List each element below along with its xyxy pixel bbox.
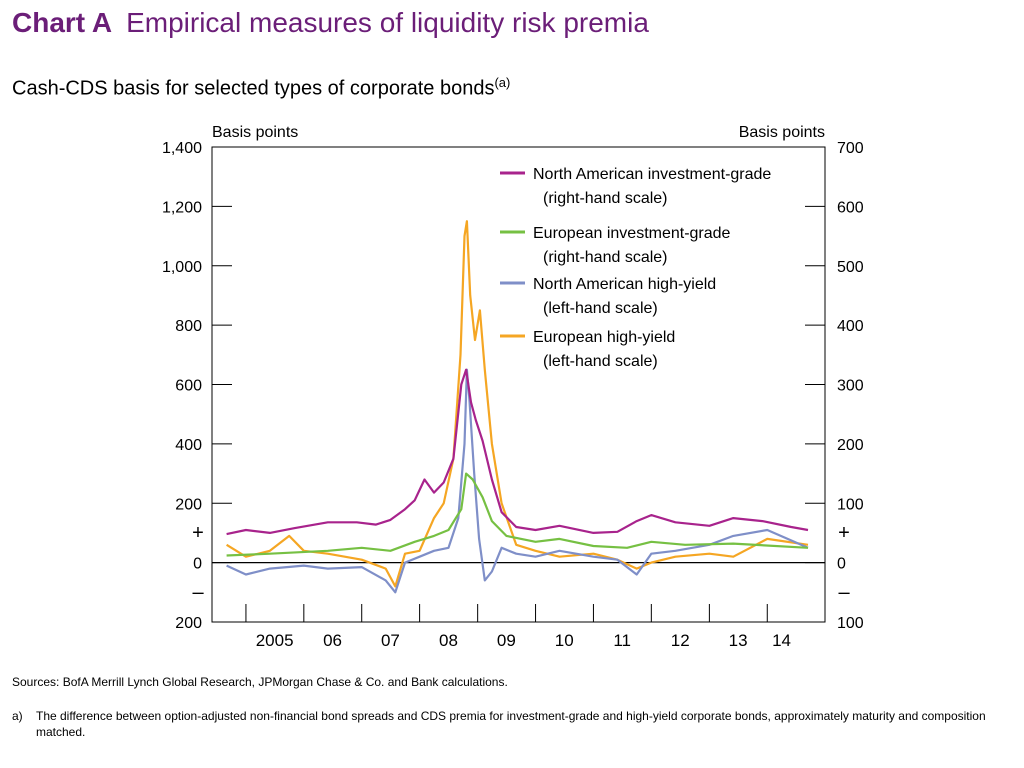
x-axis-year-label: 09 <box>497 631 516 650</box>
chart-label: Chart A <box>12 7 113 38</box>
legend-scale-note: (left-hand scale) <box>543 353 658 370</box>
left-axis-tick-label: 600 <box>175 378 202 395</box>
legend-scale-note: (left-hand scale) <box>543 300 658 317</box>
x-axis-year-label: 06 <box>323 631 342 650</box>
left-axis-tick-label: 400 <box>175 437 202 454</box>
x-axis-year-label: 12 <box>671 631 690 650</box>
x-axis-year-label: 10 <box>555 631 574 650</box>
x-axis-year-label: 11 <box>613 631 631 650</box>
legend-scale-note: (right-hand scale) <box>543 249 668 266</box>
right-axis-minus-sign: – <box>838 581 850 603</box>
right-axis-tick-label: 100 <box>837 496 864 513</box>
legend-label: European investment-grade <box>533 225 731 242</box>
legend-label: European high-yield <box>533 329 675 346</box>
right-axis-tick-label: 600 <box>837 199 864 216</box>
legend-label: North American high-yield <box>533 276 716 293</box>
left-axis-unit-label: Basis points <box>212 124 298 141</box>
x-axis-year-label: 13 <box>729 631 748 650</box>
left-axis-plus-sign: + <box>192 522 204 544</box>
chart-title: Chart A Empirical measures of liquidity r… <box>12 6 649 40</box>
footnote-a: a) The difference between option-adjuste… <box>12 708 1012 740</box>
legend-label: North American investment-grade <box>533 166 771 183</box>
footnote-marker: a) <box>12 709 23 723</box>
footnote-text: The difference between option-adjusted n… <box>36 709 986 739</box>
right-axis-tick-label: 300 <box>837 378 864 395</box>
left-axis-tick-label: 1,200 <box>162 199 202 216</box>
right-axis-unit-label: Basis points <box>739 124 825 141</box>
left-axis-tick-label: 0 <box>193 556 202 573</box>
right-axis-tick-label: 0 <box>837 556 846 573</box>
chart-subtitle-text: Cash-CDS basis for selected types of cor… <box>12 77 495 100</box>
right-axis-tick-label: 100 <box>837 615 864 632</box>
left-axis-minus-sign: – <box>192 581 204 603</box>
right-axis-tick-label: 700 <box>837 140 864 157</box>
series-line <box>226 368 809 536</box>
x-axis-year-label: 07 <box>381 631 400 650</box>
x-axis-year-label: 14 <box>772 631 791 650</box>
chart-title-text: Empirical measures of liquidity risk pre… <box>126 7 649 38</box>
left-axis-tick-label: 800 <box>175 318 202 335</box>
subtitle-footnote-marker: (a) <box>494 75 511 90</box>
right-axis-tick-label: 400 <box>837 318 864 335</box>
series-line <box>226 368 809 594</box>
sources-note: Sources: BofA Merrill Lynch Global Resea… <box>12 675 508 689</box>
series-line <box>226 472 809 557</box>
chart-notes: Sources: BofA Merrill Lynch Global Resea… <box>12 674 1012 740</box>
x-axis-year-label: 08 <box>439 631 458 650</box>
left-axis-tick-label: 200 <box>175 615 202 632</box>
chart-canvas: Basis points Basis points 200 0 200 400 600 800… <box>162 124 864 650</box>
left-axis-tick-label: 1,000 <box>162 259 202 276</box>
right-axis-tick-label: 500 <box>837 259 864 276</box>
right-axis-plus-sign: + <box>838 522 850 544</box>
right-axis-tick-label: 200 <box>837 437 864 454</box>
series-line <box>226 220 809 588</box>
chart-subtitle: Cash-CDS basis for selected types of cor… <box>12 70 510 102</box>
x-axis-year-label: 2005 <box>256 631 294 650</box>
left-axis-tick-label: 1,400 <box>162 140 202 157</box>
legend-scale-note: (right-hand scale) <box>543 190 668 207</box>
left-axis-tick-label: 200 <box>175 496 202 513</box>
